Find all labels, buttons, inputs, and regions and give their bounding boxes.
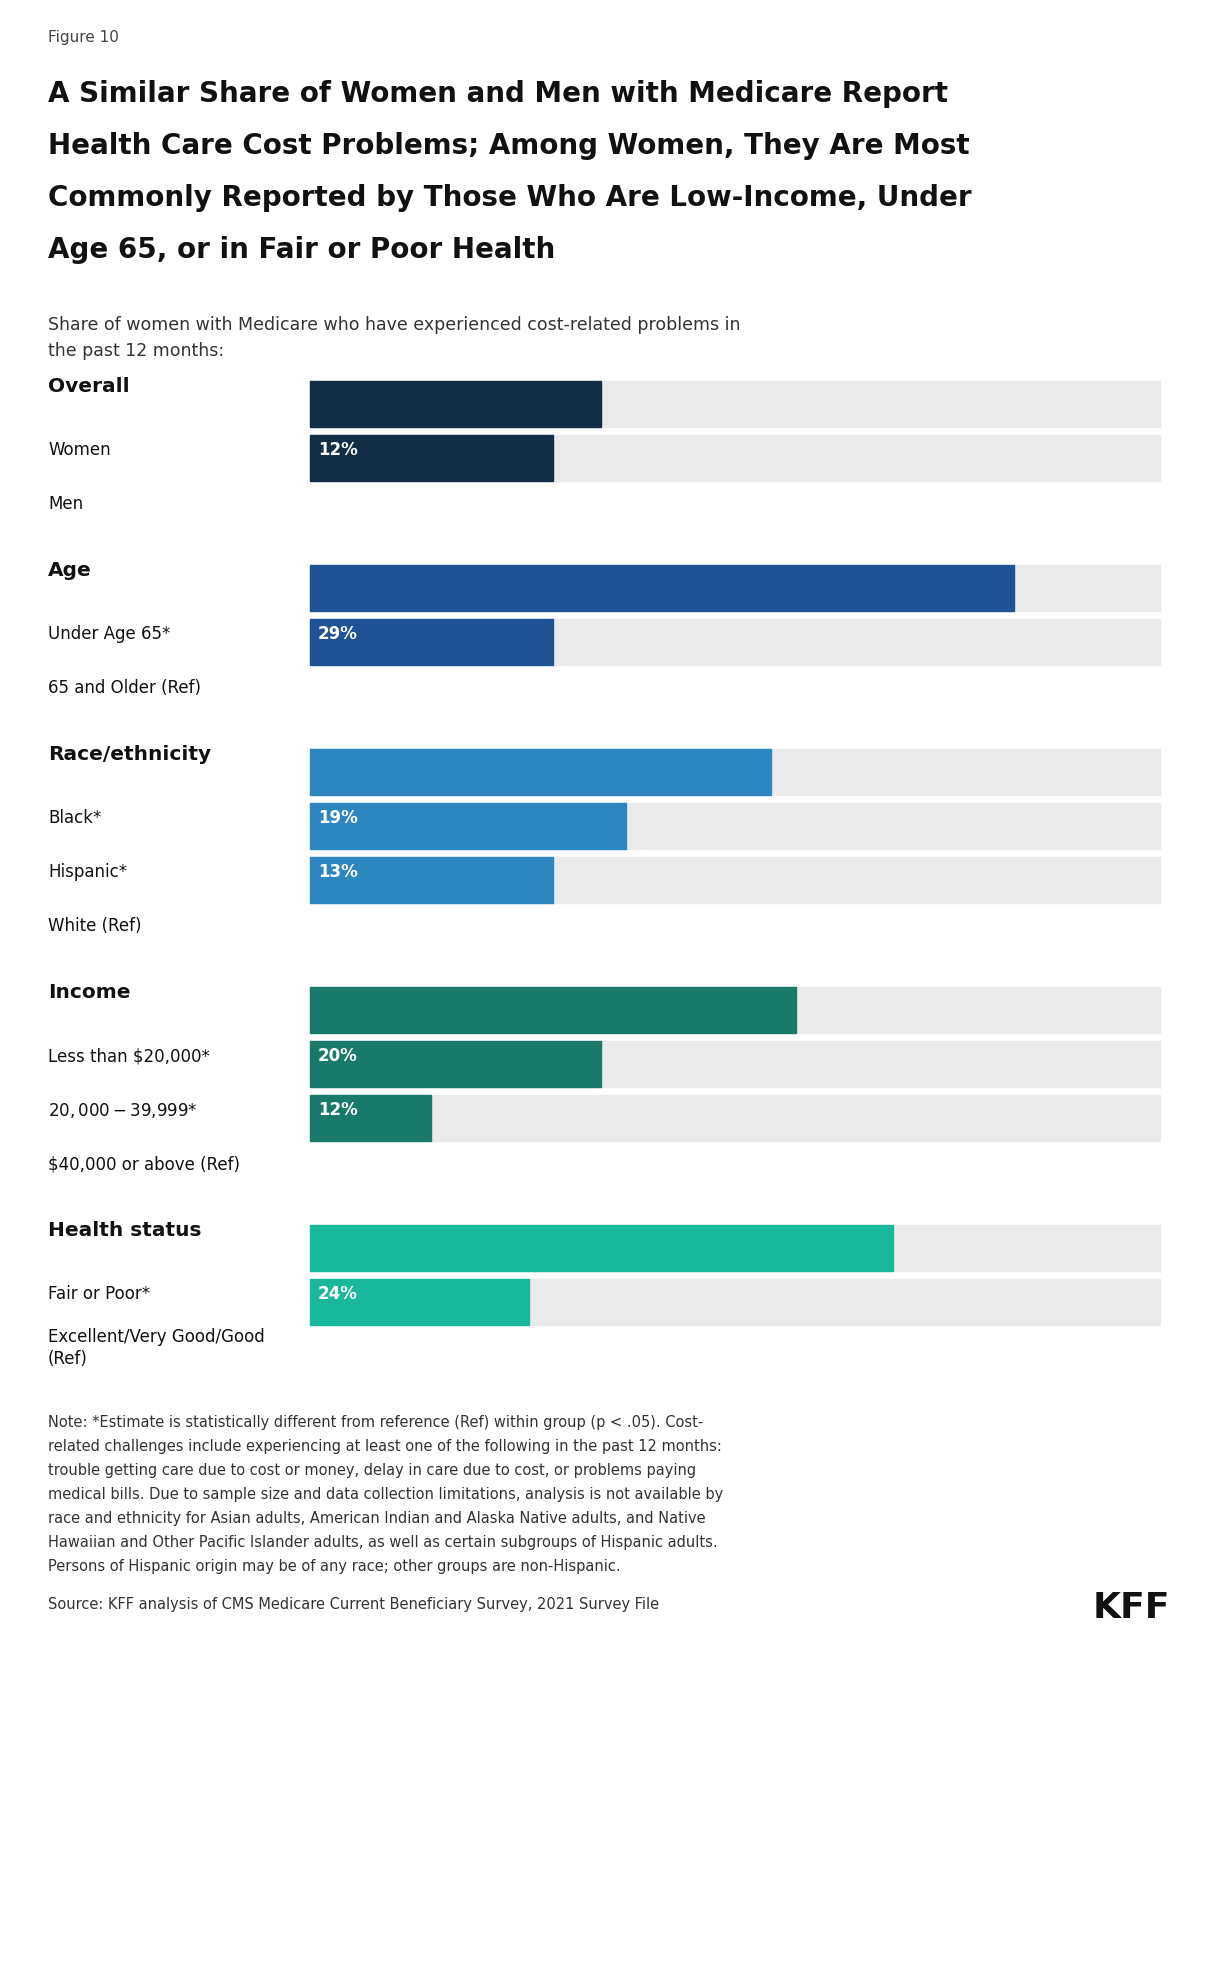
Text: Health Care Cost Problems; Among Women, They Are Most: Health Care Cost Problems; Among Women, … xyxy=(48,132,970,159)
Text: 13%: 13% xyxy=(318,863,357,881)
Text: Less than $20,000*: Less than $20,000* xyxy=(48,1048,210,1066)
Text: the past 12 months:: the past 12 months: xyxy=(48,342,224,360)
Text: White (Ref): White (Ref) xyxy=(48,916,142,936)
Text: 24%: 24% xyxy=(318,1286,357,1303)
Text: $20,000-$39,999*: $20,000-$39,999* xyxy=(48,1101,198,1119)
Text: A Similar Share of Women and Men with Medicare Report: A Similar Share of Women and Men with Me… xyxy=(48,81,948,108)
Text: Note: *Estimate is statistically different from reference (Ref) within group (p : Note: *Estimate is statistically differe… xyxy=(48,1416,703,1429)
Text: Excellent/Very Good/Good
(Ref): Excellent/Very Good/Good (Ref) xyxy=(48,1327,265,1368)
Text: Commonly Reported by Those Who Are Low-Income, Under: Commonly Reported by Those Who Are Low-I… xyxy=(48,185,971,212)
Text: 10%: 10% xyxy=(318,916,357,936)
Text: 20%: 20% xyxy=(318,1048,357,1066)
Text: 29%: 29% xyxy=(318,625,357,643)
Text: Income: Income xyxy=(48,983,131,1003)
Text: Women: Women xyxy=(48,440,111,458)
Text: 12%: 12% xyxy=(318,440,357,458)
Text: medical bills. Due to sample size and data collection limitations, analysis is n: medical bills. Due to sample size and da… xyxy=(48,1486,723,1502)
Text: Health status: Health status xyxy=(48,1221,201,1241)
Text: Share of women with Medicare who have experienced cost-related problems in: Share of women with Medicare who have ex… xyxy=(48,317,741,334)
Text: 12%: 12% xyxy=(318,1101,357,1119)
Text: 19%: 19% xyxy=(318,808,357,828)
Text: race and ethnicity for Asian adults, American Indian and Alaska Native adults, a: race and ethnicity for Asian adults, Ame… xyxy=(48,1512,705,1526)
Text: Race/ethnicity: Race/ethnicity xyxy=(48,745,211,765)
Text: $40,000 or above (Ref): $40,000 or above (Ref) xyxy=(48,1154,240,1174)
Text: 9%: 9% xyxy=(318,1339,346,1357)
Text: Figure 10: Figure 10 xyxy=(48,29,118,45)
Text: Hispanic*: Hispanic* xyxy=(48,863,127,881)
Text: 5%: 5% xyxy=(318,1154,346,1174)
Text: related challenges include experiencing at least one of the following in the pas: related challenges include experiencing … xyxy=(48,1439,722,1455)
Text: 10%: 10% xyxy=(318,495,357,513)
Text: Persons of Hispanic origin may be of any race; other groups are non-Hispanic.: Persons of Hispanic origin may be of any… xyxy=(48,1559,621,1575)
Text: Fair or Poor*: Fair or Poor* xyxy=(48,1286,150,1303)
Text: KFF: KFF xyxy=(1092,1590,1170,1626)
Text: Black*: Black* xyxy=(48,808,101,828)
Text: Age: Age xyxy=(48,560,92,580)
Text: 10%: 10% xyxy=(318,678,357,698)
Text: Hawaiian and Other Pacific Islander adults, as well as certain subgroups of Hisp: Hawaiian and Other Pacific Islander adul… xyxy=(48,1535,717,1549)
Text: Overall: Overall xyxy=(48,377,129,395)
Text: Source: KFF analysis of CMS Medicare Current Beneficiary Survey, 2021 Survey Fil: Source: KFF analysis of CMS Medicare Cur… xyxy=(48,1596,659,1612)
Text: 65 and Older (Ref): 65 and Older (Ref) xyxy=(48,678,201,698)
Text: Age 65, or in Fair or Poor Health: Age 65, or in Fair or Poor Health xyxy=(48,236,555,263)
Text: trouble getting care due to cost or money, delay in care due to cost, or problem: trouble getting care due to cost or mone… xyxy=(48,1463,697,1478)
Text: Men: Men xyxy=(48,495,83,513)
Text: Under Age 65*: Under Age 65* xyxy=(48,625,171,643)
